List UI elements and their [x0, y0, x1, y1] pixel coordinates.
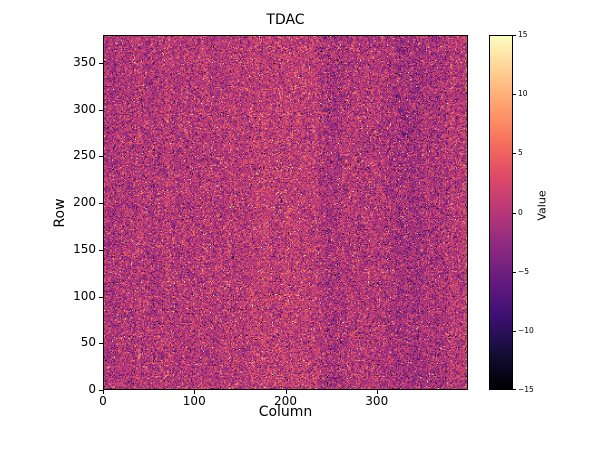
x-tick-label: 200: [274, 394, 297, 408]
colorbar-gradient: [490, 36, 512, 389]
y-tick-label: 200: [73, 195, 96, 210]
colorbar-label: Value: [535, 190, 549, 221]
colorbar-tick-label: −15: [518, 385, 534, 394]
colorbar-tick-label: 10: [518, 89, 528, 99]
colorbar-tick-mark: [513, 94, 516, 96]
colorbar-tick-label: 0: [518, 207, 523, 217]
x-tick-mark: [194, 390, 196, 394]
colorbar-tick-mark: [513, 35, 516, 36]
x-tick-label: 300: [365, 394, 389, 408]
y-tick-mark: [99, 390, 103, 391]
colorbar-tick-label: −5: [518, 266, 530, 276]
y-tick-label: 150: [73, 241, 96, 256]
heatmap-canvas: [104, 36, 467, 389]
colorbar-tick-mark: [513, 153, 516, 155]
y-tick-mark: [99, 343, 103, 345]
colorbar: [489, 35, 513, 390]
y-tick-label: 250: [73, 148, 96, 163]
y-tick-mark: [99, 296, 103, 298]
colorbar-tick-mark: [513, 330, 516, 332]
colorbar-tick-label: 5: [518, 148, 523, 158]
y-tick-mark: [99, 156, 103, 158]
y-tick-label: 0: [88, 382, 96, 396]
y-tick-mark: [99, 109, 103, 111]
x-axis-label: Column: [258, 404, 313, 420]
colorbar-tick-label: −10: [518, 325, 534, 335]
y-tick-mark: [99, 63, 103, 65]
y-tick-mark: [99, 249, 103, 251]
y-axis-label: Row: [52, 198, 68, 228]
y-tick-label: 100: [73, 288, 96, 303]
y-tick-label: 350: [73, 55, 96, 70]
x-tick-mark: [103, 390, 104, 394]
colorbar-tick-mark: [513, 212, 516, 214]
x-tick-label: 0: [99, 394, 107, 408]
colorbar-tick-mark: [513, 389, 516, 390]
y-tick-label: 300: [73, 101, 96, 116]
y-tick-label: 50: [80, 335, 96, 350]
chart-title: TDAC: [266, 12, 305, 28]
y-tick-mark: [99, 203, 103, 205]
x-tick-mark: [285, 390, 287, 394]
x-tick-mark: [376, 390, 378, 394]
x-tick-label: 100: [182, 394, 206, 408]
plot-area: [103, 35, 468, 390]
colorbar-tick-label: 15: [518, 30, 528, 39]
colorbar-tick-mark: [513, 271, 516, 273]
